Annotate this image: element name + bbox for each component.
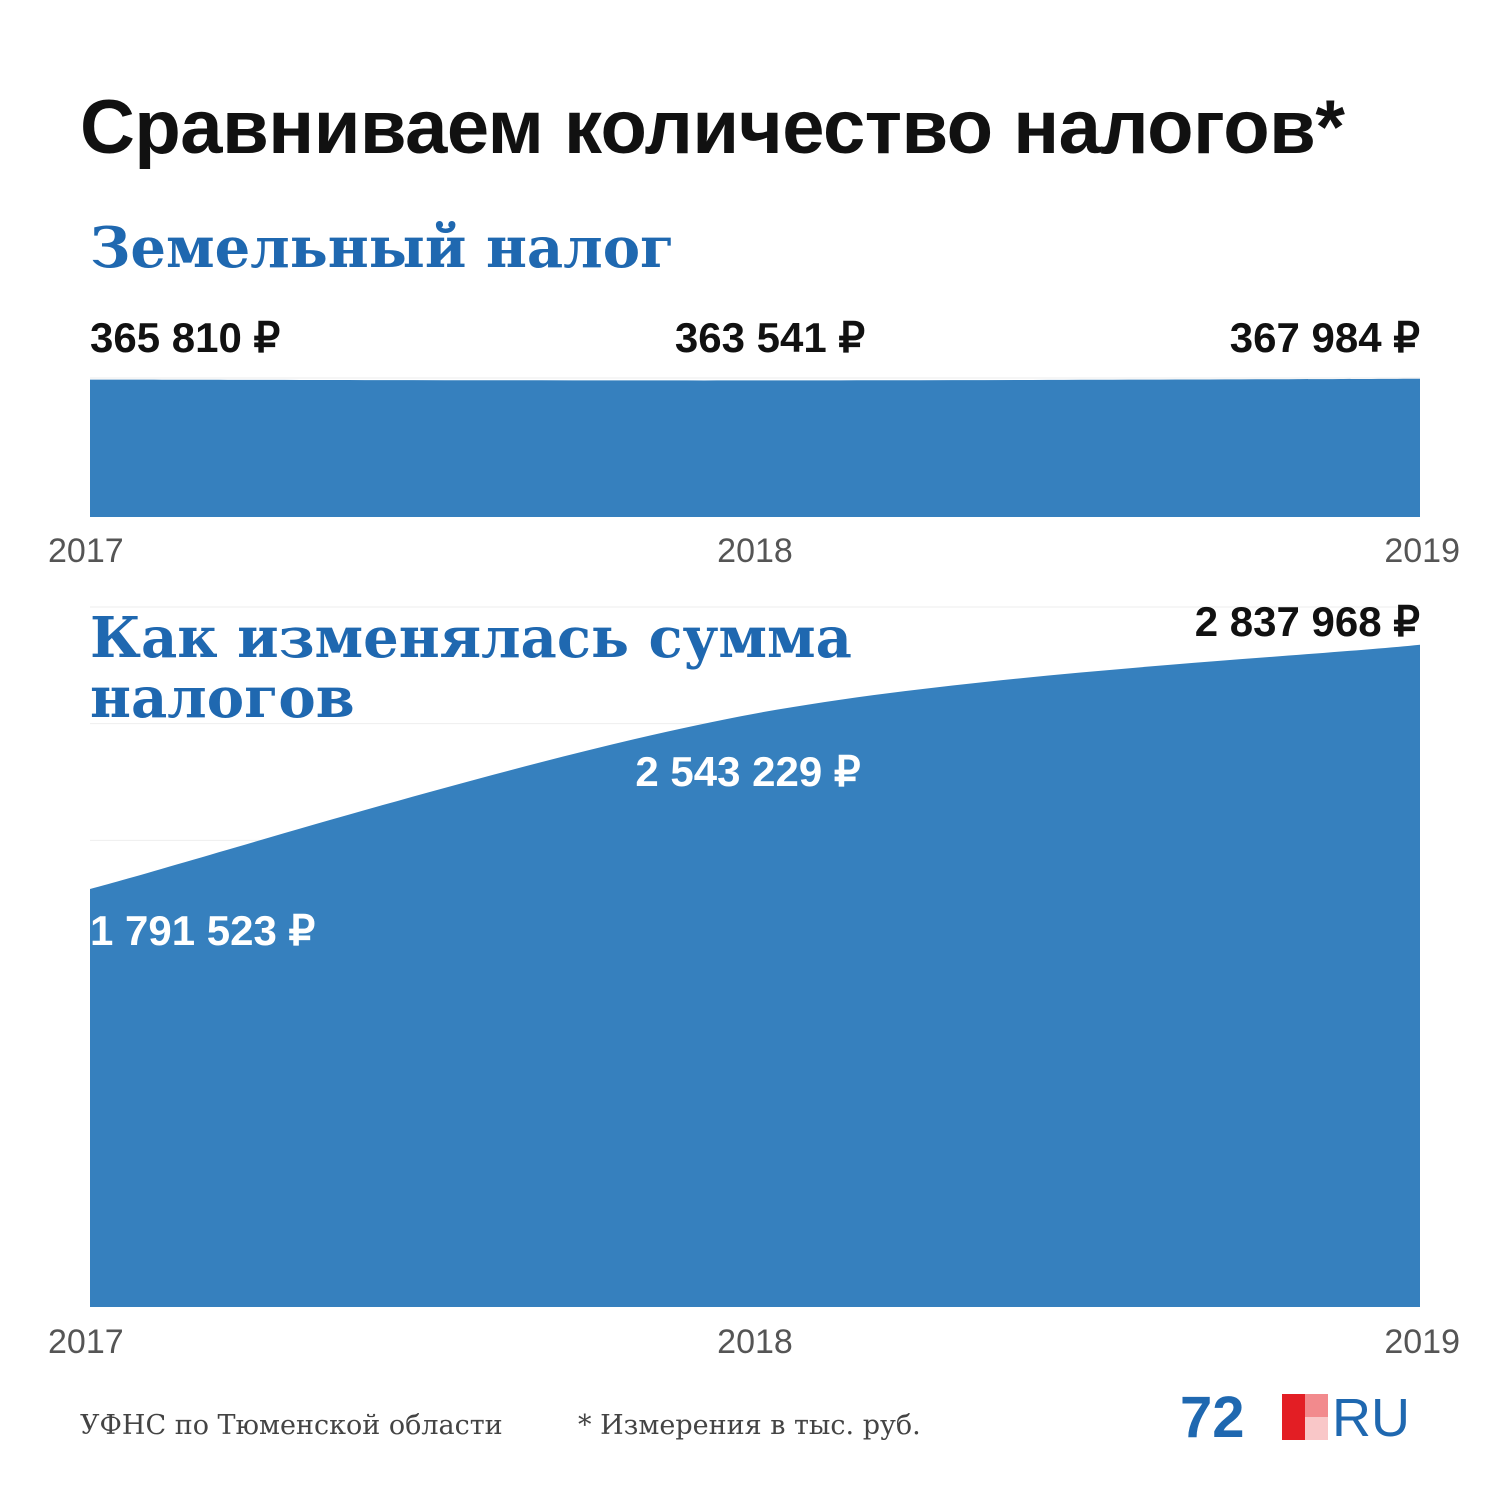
logo-square-pink bbox=[1305, 1394, 1328, 1417]
x-tick-label-2017: 2017 bbox=[48, 1323, 124, 1361]
x-tick-label-2018: 2018 bbox=[717, 532, 793, 570]
area-series bbox=[90, 378, 1420, 517]
footer-note: * Измерения в тыс. руб. bbox=[578, 1410, 921, 1441]
data-label-2017: 365 810 ₽ bbox=[90, 314, 280, 361]
logo-square-light bbox=[1305, 1417, 1328, 1440]
logo-square-red-bottom bbox=[1282, 1417, 1305, 1440]
data-label-2019: 2 837 968 ₽ bbox=[1195, 598, 1420, 645]
page-title: Сравниваем количество налогов* bbox=[80, 85, 1345, 170]
total-tax-chart-title: Как изменялась сумма налогов bbox=[90, 605, 852, 731]
x-tick-label-2017: 2017 bbox=[48, 532, 124, 570]
footer-source: УФНС по Тюменской области bbox=[80, 1410, 503, 1441]
logo-square-red bbox=[1282, 1394, 1305, 1417]
total-tax-area-chart: 1 791 523 ₽ 2 543 229 ₽ 2 837 968 ₽ 2017 201… bbox=[48, 598, 1460, 1361]
x-tick-label-2018: 2018 bbox=[717, 1323, 793, 1361]
logo-squares-icon bbox=[1282, 1394, 1328, 1440]
land-tax-area-chart: 365 810 ₽ 363 541 ₽ 367 984 ₽ 2017 2018 2019 bbox=[48, 314, 1460, 570]
area-series bbox=[90, 644, 1420, 1307]
logo-suffix: RU bbox=[1332, 1388, 1410, 1448]
data-label-2019: 367 984 ₽ bbox=[1230, 314, 1420, 361]
data-label-2018: 363 541 ₽ bbox=[675, 314, 865, 361]
x-tick-label-2019: 2019 bbox=[1384, 1323, 1460, 1361]
land-tax-chart-title: Земельный налог bbox=[90, 215, 675, 281]
logo-number: 72 bbox=[1180, 1385, 1245, 1450]
data-label-2018: 2 543 229 ₽ bbox=[635, 748, 860, 795]
data-label-2017: 1 791 523 ₽ bbox=[90, 907, 315, 954]
72ru-logo: 72 RU bbox=[1180, 1385, 1422, 1450]
x-tick-label-2019: 2019 bbox=[1384, 532, 1460, 570]
